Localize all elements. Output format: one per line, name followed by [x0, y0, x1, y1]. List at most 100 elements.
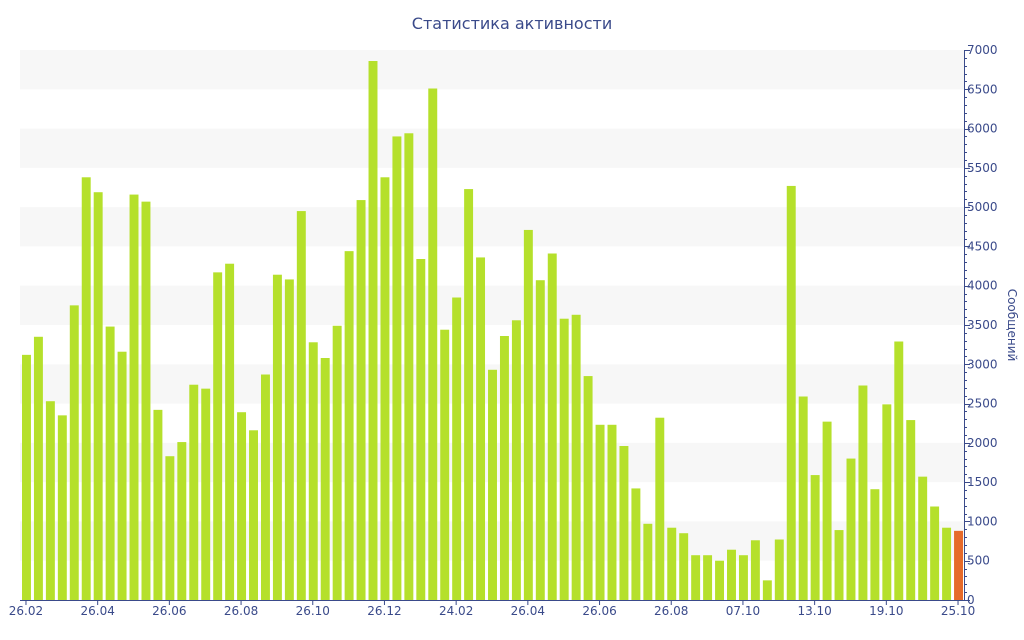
x-tick-label: 26.10 — [296, 604, 330, 618]
chart-bar — [786, 185, 796, 600]
chart-bar — [57, 415, 67, 600]
chart-bar — [691, 555, 701, 600]
chart-bar — [523, 229, 533, 600]
chart-bar — [237, 412, 247, 600]
chart-bar — [846, 458, 856, 600]
x-tick-label: 26.08 — [654, 604, 688, 618]
chart-bar — [774, 539, 784, 600]
y-tick-label: 3000 — [967, 357, 998, 371]
chart-bar — [679, 533, 689, 600]
chart-bar — [667, 527, 677, 600]
chart-bar — [822, 421, 832, 600]
x-tick-label: 13.10 — [797, 604, 831, 618]
chart-bar — [595, 424, 605, 600]
x-tick-label: 07.10 — [726, 604, 760, 618]
chart-bar — [906, 420, 916, 600]
y-tick-label: 1500 — [967, 475, 998, 489]
chart-bar — [416, 259, 426, 600]
chart-bar — [703, 555, 713, 600]
chart-bar — [858, 385, 868, 600]
x-tick-label: 26.08 — [224, 604, 258, 618]
x-tick-label: 19.10 — [869, 604, 903, 618]
y-tick-label: 5000 — [967, 200, 998, 214]
y-tick-label: 5500 — [967, 161, 998, 175]
chart-bar — [392, 136, 402, 600]
chart-bar — [22, 354, 31, 600]
chart-bar — [344, 251, 354, 600]
grid-band — [20, 285, 964, 325]
chart-bar — [918, 476, 928, 600]
x-tick-label: 26.12 — [367, 604, 401, 618]
chart-bar — [727, 549, 736, 600]
chart-bar — [643, 523, 653, 600]
chart-bar — [942, 527, 952, 600]
chart-bar — [810, 475, 820, 600]
chart-bar — [798, 396, 808, 600]
chart-bar — [45, 401, 55, 600]
y-tick-label: 0 — [967, 593, 975, 607]
y-tick-label: 2500 — [967, 397, 998, 411]
chart-bar — [249, 430, 258, 600]
chart-bar — [870, 489, 880, 600]
y-tick-label: 1000 — [967, 514, 998, 528]
chart-bar — [153, 409, 163, 600]
chart-bar — [511, 320, 521, 600]
chart-bar — [177, 442, 187, 600]
chart-bar — [571, 314, 581, 600]
chart-bar — [81, 177, 91, 601]
y-tick-label: 4000 — [967, 279, 998, 293]
x-tick-label: 26.04 — [511, 604, 545, 618]
x-tick-label: 26.06 — [582, 604, 616, 618]
chart-bar — [129, 194, 139, 601]
y-tick-label: 6000 — [967, 122, 998, 136]
chart-bar — [69, 305, 79, 600]
y-tick-label: 2000 — [967, 436, 998, 450]
chart-bar — [213, 272, 223, 600]
chart-bar — [559, 318, 569, 600]
chart-bar — [607, 424, 617, 600]
chart-bar — [738, 555, 748, 600]
chart-bar — [894, 341, 904, 600]
chart-bar — [488, 369, 497, 600]
chart-bar — [308, 342, 318, 600]
grid-band — [20, 207, 964, 247]
chart-bar — [882, 404, 892, 600]
chart-bar — [452, 297, 462, 600]
grid-band — [20, 50, 964, 90]
chart-bar — [834, 530, 844, 600]
chart-bar — [356, 200, 366, 601]
chart-bar — [954, 530, 963, 600]
chart-bar — [380, 177, 390, 601]
chart-bar — [583, 376, 593, 600]
grid-band — [20, 128, 964, 168]
chart-bar — [476, 257, 486, 600]
chart-bar — [440, 329, 450, 600]
x-tick-label: 26.04 — [80, 604, 114, 618]
y-tick-label: 500 — [967, 554, 990, 568]
chart-bar — [499, 336, 509, 600]
chart-bar — [368, 61, 378, 600]
y-tick-label: 3500 — [967, 318, 998, 332]
chart-bar — [284, 279, 294, 600]
chart-bar — [762, 580, 772, 600]
chart-bar — [464, 189, 474, 601]
chart-bar — [225, 263, 235, 600]
chart-bar — [332, 325, 342, 600]
chart-title: Статистика активности — [411, 14, 613, 33]
chart-bar — [260, 374, 270, 600]
chart-bar — [547, 253, 557, 600]
chart-bar — [428, 88, 438, 600]
chart-bar — [105, 326, 115, 600]
chart-bar — [296, 211, 306, 601]
y-tick-label: 6500 — [967, 82, 998, 96]
x-tick-label: 26.06 — [152, 604, 186, 618]
chart-bar — [715, 560, 725, 600]
chart-bar — [930, 506, 940, 600]
chart-bar — [320, 358, 330, 600]
chart-bar — [189, 384, 199, 600]
x-tick-label: 25.10 — [941, 604, 975, 618]
y-tick-label: 7000 — [967, 43, 998, 57]
chart-bar — [750, 540, 760, 600]
